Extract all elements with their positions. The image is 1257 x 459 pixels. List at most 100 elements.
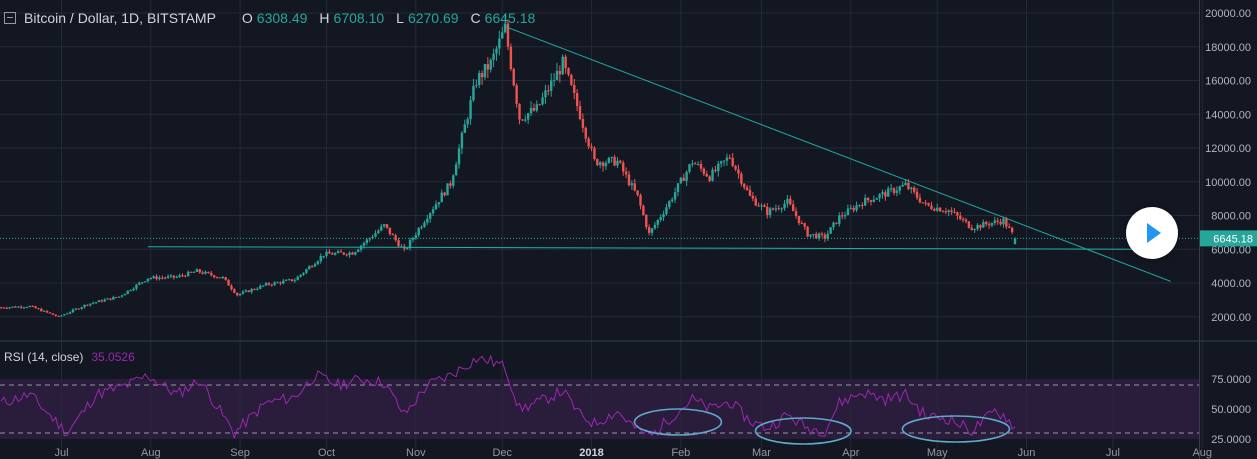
candle-body xyxy=(316,261,320,265)
candle-body xyxy=(864,197,867,206)
candle-body xyxy=(414,235,418,239)
candle-body xyxy=(535,104,539,111)
candle-body xyxy=(371,236,374,239)
candle-body xyxy=(665,207,668,214)
candle-body xyxy=(328,251,331,254)
candle-body xyxy=(647,227,651,233)
candle-body xyxy=(365,239,369,244)
x-tick-label: May xyxy=(927,447,948,459)
candle-body xyxy=(498,38,501,49)
chart-header: Bitcoin / Dollar, 1D, BITSTAMP O 6308.49 … xyxy=(4,10,535,26)
candle-body xyxy=(947,210,950,213)
candle-body xyxy=(43,310,46,312)
candle-body xyxy=(679,177,683,184)
candle-body xyxy=(429,213,432,219)
candle-body xyxy=(555,70,559,81)
candle-body xyxy=(189,271,193,273)
candle-body xyxy=(907,182,910,189)
candle-body xyxy=(103,299,106,302)
x-tick-label: Sep xyxy=(230,447,250,459)
candle-body xyxy=(670,199,674,202)
candle-body xyxy=(89,303,92,306)
candle-body xyxy=(578,106,582,120)
candle-body xyxy=(933,208,936,211)
candle-body xyxy=(642,205,645,216)
candle-body xyxy=(927,202,930,206)
candle-body xyxy=(279,282,282,284)
candle-body xyxy=(247,290,250,292)
candle-body xyxy=(80,307,83,309)
candle-body xyxy=(486,64,490,70)
candle-body xyxy=(924,202,927,204)
candle-body xyxy=(319,256,322,262)
y-tick-label: 12000.00 xyxy=(1205,143,1251,155)
candle-body xyxy=(999,221,1002,225)
candle-body xyxy=(437,202,441,205)
candle-body xyxy=(489,59,492,70)
candle-body xyxy=(550,80,553,91)
candle-body xyxy=(613,157,616,166)
candle-body xyxy=(852,207,855,211)
candle-body xyxy=(832,222,835,228)
candle-body xyxy=(728,157,732,159)
candle-body xyxy=(705,173,708,177)
candle-body xyxy=(181,275,184,277)
candle-body xyxy=(345,254,348,256)
candle-body xyxy=(878,194,881,199)
candle-body xyxy=(400,246,403,248)
candle-body xyxy=(918,197,922,203)
candle-body xyxy=(207,271,210,273)
candle-body xyxy=(757,205,760,207)
candle-body xyxy=(259,285,262,289)
candle-body xyxy=(166,276,170,278)
rsi-tick-label: 25.0000 xyxy=(1211,434,1251,446)
candle-body xyxy=(417,228,420,236)
candle-body xyxy=(630,183,634,186)
y-tick-label: 2000.00 xyxy=(1211,312,1251,324)
candle-body xyxy=(587,138,590,147)
candle-body xyxy=(187,271,190,277)
close-value: 6645.18 xyxy=(484,10,536,26)
candle-body xyxy=(1013,238,1017,245)
candle-body xyxy=(737,169,740,174)
rsi-line xyxy=(0,354,1016,440)
candle-body xyxy=(227,279,230,286)
candle-body xyxy=(351,252,354,255)
candle-body xyxy=(336,251,340,254)
candle-body xyxy=(910,187,913,189)
candle-body xyxy=(261,285,265,287)
support-trendline xyxy=(147,246,1160,250)
candle-body xyxy=(91,302,95,304)
candle-body xyxy=(132,288,135,291)
candle-body xyxy=(676,183,680,193)
candle-body xyxy=(826,233,829,239)
candle-body xyxy=(230,285,233,290)
candle-body xyxy=(688,164,691,172)
candle-body xyxy=(253,289,256,291)
candle-body xyxy=(290,279,294,282)
candle-body xyxy=(593,148,596,160)
candle-body xyxy=(743,183,746,188)
candle-body xyxy=(420,226,423,229)
candle-body xyxy=(982,222,985,228)
candle-body xyxy=(901,185,904,187)
candle-body xyxy=(532,107,536,111)
candle-body xyxy=(63,314,66,316)
play-button-icon[interactable] xyxy=(1126,207,1178,259)
candle-body xyxy=(388,227,392,235)
candle-body xyxy=(889,188,893,190)
candle-body xyxy=(760,205,763,207)
collapse-icon[interactable] xyxy=(4,12,16,24)
candle-body xyxy=(544,90,547,98)
candle-body xyxy=(201,272,204,274)
candle-body xyxy=(106,298,109,300)
candle-body xyxy=(938,207,942,212)
candle-body xyxy=(440,192,443,203)
candle-body xyxy=(607,157,611,163)
candle-body xyxy=(912,187,916,192)
candle-body xyxy=(797,216,801,224)
candle-body xyxy=(123,293,127,296)
rsi-label: RSI (14, close) xyxy=(4,350,84,364)
candle-body xyxy=(221,277,225,279)
